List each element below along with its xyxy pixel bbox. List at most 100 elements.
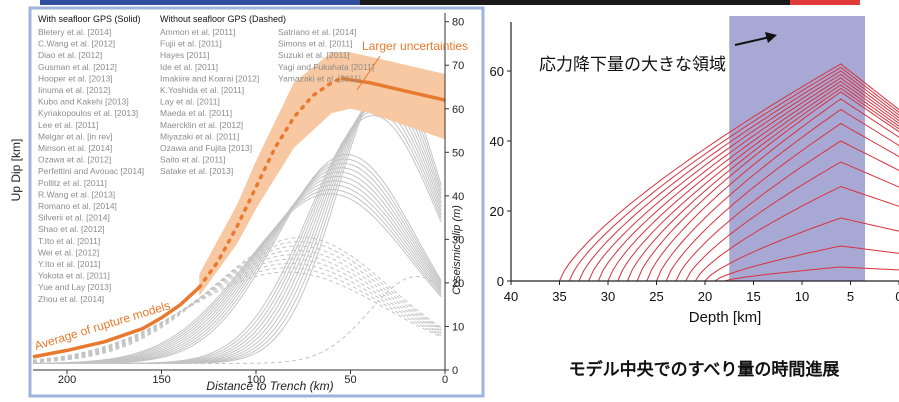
right-x-tick-label: 10 — [795, 289, 809, 304]
reference-entry: Silverii et al. [2014] — [38, 213, 110, 223]
slip-curve — [665, 122, 899, 282]
reference-entry: Yue and Lay [2013] — [38, 282, 111, 292]
reference-entry: Kyriakopoulos et al. [2013] — [38, 108, 138, 118]
right-y-tick-label: 40 — [490, 134, 504, 149]
left-chart: Up Dip [km] 200 150 100 50 0 0 10 20 30 40 50 60 70… — [9, 6, 485, 398]
right-x-tick-label: 20 — [698, 289, 712, 304]
top-color-bar — [40, 0, 860, 5]
annotation-arrow-shaft — [734, 36, 771, 46]
model-curve — [32, 271, 442, 361]
reference-entry: T.Ito et al. [2011] — [38, 236, 100, 246]
right-xlabel: Depth [km] — [689, 309, 762, 326]
left-x-tick-label: 200 — [58, 374, 76, 386]
left-y-tick-label: 30 — [452, 234, 464, 246]
reference-entry: Miyazaki et al. [2011] — [160, 131, 239, 141]
reference-entry: Bletery et al. [2014] — [38, 27, 111, 37]
reference-entry: Shao et al. [2012] — [38, 224, 105, 234]
slip-curve — [714, 245, 899, 282]
model-curve — [32, 267, 442, 361]
annotation-larger-uncertainties: Larger uncertainties — [362, 39, 468, 53]
slip-curve — [626, 87, 899, 282]
slip-curve — [675, 140, 899, 282]
left-y-tick-label: 40 — [452, 191, 464, 203]
legend-header-dashed: Without seafloor GPS (Dashed) — [160, 14, 286, 24]
reference-entry: Romano et al. [2014] — [38, 201, 117, 211]
right-x-tick-label: 0 — [895, 289, 899, 304]
reference-entry: Hooper et al. [2013] — [38, 73, 113, 83]
right-y-tick-label: 20 — [490, 204, 504, 219]
reference-entry: Ozawa et al. [2012] — [38, 155, 111, 165]
right-x-tick-label: 5 — [847, 289, 854, 304]
reference-entry: Suzuki et al. [2011] — [278, 50, 350, 60]
reference-entry: Hayes [2011] — [160, 50, 209, 60]
slip-curve — [568, 66, 899, 282]
reference-entry: Pollitz et al. [2011] — [38, 178, 107, 188]
reference-entry: Iinuma et al. [2012] — [38, 85, 110, 95]
slip-curve — [646, 98, 899, 282]
right-y-tick-label: 60 — [490, 64, 504, 79]
left-x-tick-label: 0 — [442, 374, 448, 386]
right-x-tick-label: 25 — [649, 289, 663, 304]
reference-entry: Saito et al. [2011] — [160, 155, 226, 165]
reference-entry: Perfettini and Avouac [2014] — [38, 166, 144, 176]
average-curve-dotted — [197, 76, 343, 290]
top-bar-segment-dark — [360, 0, 790, 5]
model-curve — [32, 249, 442, 362]
left-x-tick-label: 150 — [152, 374, 170, 386]
reference-entry: Gusman et al. [2012] — [38, 62, 117, 72]
slip-curve — [607, 80, 899, 282]
right-annotation: 応力降下量の大きな領域 — [539, 55, 726, 74]
side-ylabel: Up Dip [km] — [9, 139, 23, 202]
reference-entry: Y.Ito et al. [2011] — [38, 259, 101, 269]
reference-entry: Maeda et al. [2011] — [160, 108, 232, 118]
reference-entry: Minson et al. [2014] — [38, 143, 112, 153]
model-curve — [32, 245, 442, 363]
average-curve-end — [340, 76, 446, 102]
right-x-tick-label: 40 — [504, 289, 518, 304]
slip-curve — [656, 108, 899, 282]
left-y-tick-label: 10 — [452, 321, 464, 333]
top-bar-segment-blue — [40, 0, 360, 5]
uncertainty-band — [199, 52, 445, 297]
reference-entry: C.Wang et al. [2012] — [38, 39, 115, 49]
model-curve — [32, 254, 442, 362]
model-curve — [33, 154, 442, 364]
left-y-tick-label: 50 — [452, 147, 464, 159]
reference-entry: Melgar et al. [in rev] — [38, 131, 113, 141]
reference-entry: Imakiire and Koarai [2012] — [160, 73, 259, 83]
model-curve — [33, 275, 442, 364]
right-y-tick-label: 0 — [497, 274, 504, 289]
reference-entry: Yamazaki et al. [2011] — [278, 73, 361, 83]
model-curve — [33, 193, 442, 364]
reference-entry: Yokota et al. [2011] — [38, 271, 110, 281]
reference-entry: R.Wang et al. [2013] — [38, 189, 115, 199]
left-y-tick-label: 0 — [452, 365, 458, 377]
left-y-tick-label: 70 — [452, 60, 464, 72]
top-bar-segment-red — [790, 0, 860, 5]
slip-curve — [724, 266, 899, 282]
annotation-arrow-head — [765, 32, 777, 43]
slip-curve — [704, 217, 899, 282]
right-chart: 40 35 30 25 20 15 10 5 0 0 20 40 60 Depth [km] 応力降下… — [490, 16, 899, 379]
left-x-tick-label: 50 — [344, 374, 356, 386]
left-y-tick-label: 80 — [452, 17, 464, 29]
average-curve-solid — [32, 286, 201, 359]
reference-entry: Diao et al. [2012] — [38, 50, 102, 60]
reference-entry: Maercklin et al. [2012] — [160, 120, 243, 130]
model-curve — [32, 258, 442, 362]
right-x-tick-label: 30 — [601, 289, 615, 304]
slip-evolution-curves — [559, 63, 899, 282]
reference-entry: Fujii et al. [2011] — [160, 39, 222, 49]
reference-entry: Kubo and Kakehi [2013] — [38, 97, 129, 107]
reference-entry: Ammon et al. [2011] — [160, 27, 235, 37]
annotation-leader-line — [356, 55, 381, 91]
reference-entry: Ide et al. [2011] — [160, 62, 218, 72]
slip-curve — [694, 185, 899, 282]
slip-curve — [636, 91, 899, 282]
reference-entry: Zhou et al. [2014] — [38, 294, 104, 304]
right-x-tick-label: 15 — [746, 289, 760, 304]
reference-entry: K.Yoshida et al. [2011] — [160, 85, 244, 95]
left-x-tick-label: 100 — [247, 374, 265, 386]
slip-curve — [617, 84, 899, 282]
reference-entry: Lee et al. [2011] — [38, 120, 98, 130]
